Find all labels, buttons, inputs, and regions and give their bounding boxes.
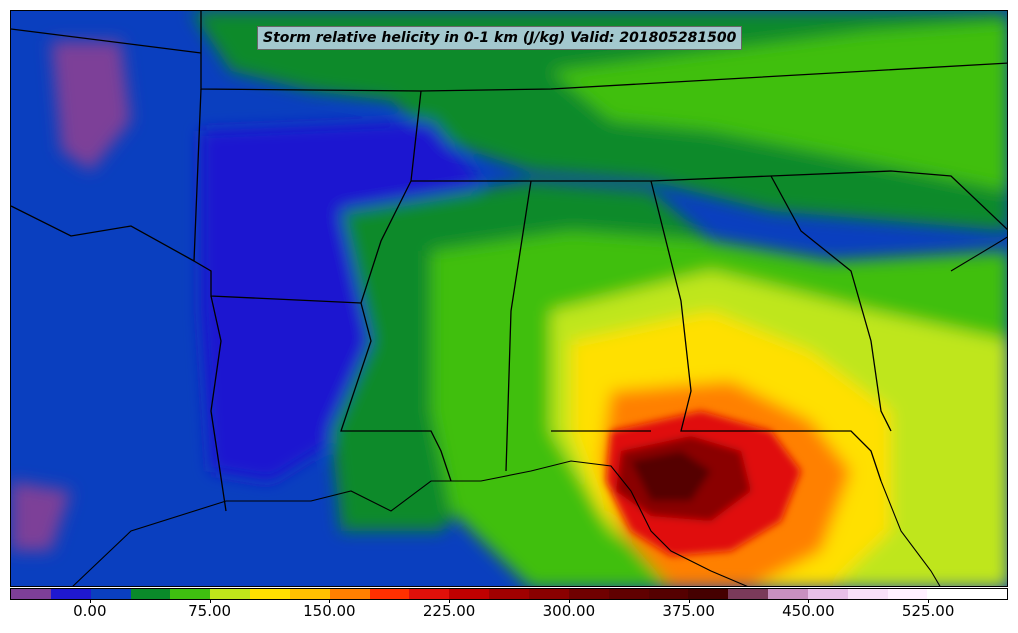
colorbar [10,588,1008,600]
colorbar-swatch [847,589,888,599]
colorbar-tick-mark [568,599,570,603]
colorbar-swatch [728,589,769,599]
colorbar-tick-mark [209,599,211,603]
colorbar-swatch [210,589,251,599]
colorbar-swatch [768,589,808,599]
field-purple-sw [11,481,71,551]
colorbar-swatch [170,589,211,599]
map-title: Storm relative helicity in 0-1 km (J/kg)… [257,26,743,50]
colorbar-tick-mark [808,599,810,603]
colorbar-swatch [807,589,848,599]
colorbar-tick-label: 150.00 [303,602,356,620]
field-purple-west [51,41,131,171]
colorbar-tick-label: 375.00 [662,602,715,620]
colorbar-tick-mark [928,599,930,603]
colorbar-swatch [608,589,649,599]
colorbar-swatch [967,589,1008,599]
colorbar-swatch [409,589,450,599]
colorbar-tick-mark [688,599,690,603]
colorbar-swatch [648,589,689,599]
colorbar-tick-label: 300.00 [542,602,596,620]
field-maroon-core [631,451,711,501]
state-boundaries [11,11,1007,586]
colorbar-tick-label: 525.00 [901,602,955,620]
colorbar-tick-label: 225.00 [422,602,476,620]
colorbar-tick-mark [329,599,331,603]
colorbar-swatch [90,589,131,599]
colorbar-swatch [11,589,51,599]
helicity-map[interactable] [11,11,1008,587]
colorbar-swatch [927,589,968,599]
colorbar-swatch [688,589,729,599]
colorbar-swatch [250,589,290,599]
colorbar-swatch [289,589,330,599]
colorbar-swatch [130,589,171,599]
colorbar-swatch [369,589,410,599]
colorbar-tick-label: 75.00 [188,602,232,620]
colorbar-tick-mark [449,599,451,603]
map-panel[interactable]: Storm relative helicity in 0-1 km (J/kg)… [10,10,1008,587]
colorbar-swatch [528,589,569,599]
field-lightgreen-ne [551,21,1007,191]
colorbar-swatch [329,589,370,599]
colorbar-swatch [887,589,928,599]
colorbar-tick-mark [89,599,91,603]
colorbar-tick-label: 450.00 [782,602,835,620]
colorbar-swatch [449,589,490,599]
colorbar-swatch [489,589,529,599]
colorbar-ticks: 0.00 75.00 150.00 225.00 300.00 375.00 450.00 5… [10,599,1008,630]
colorbar-tick-label: 0.00 [73,602,107,620]
colorbar-swatch [50,589,91,599]
colorbar-swatch [568,589,609,599]
